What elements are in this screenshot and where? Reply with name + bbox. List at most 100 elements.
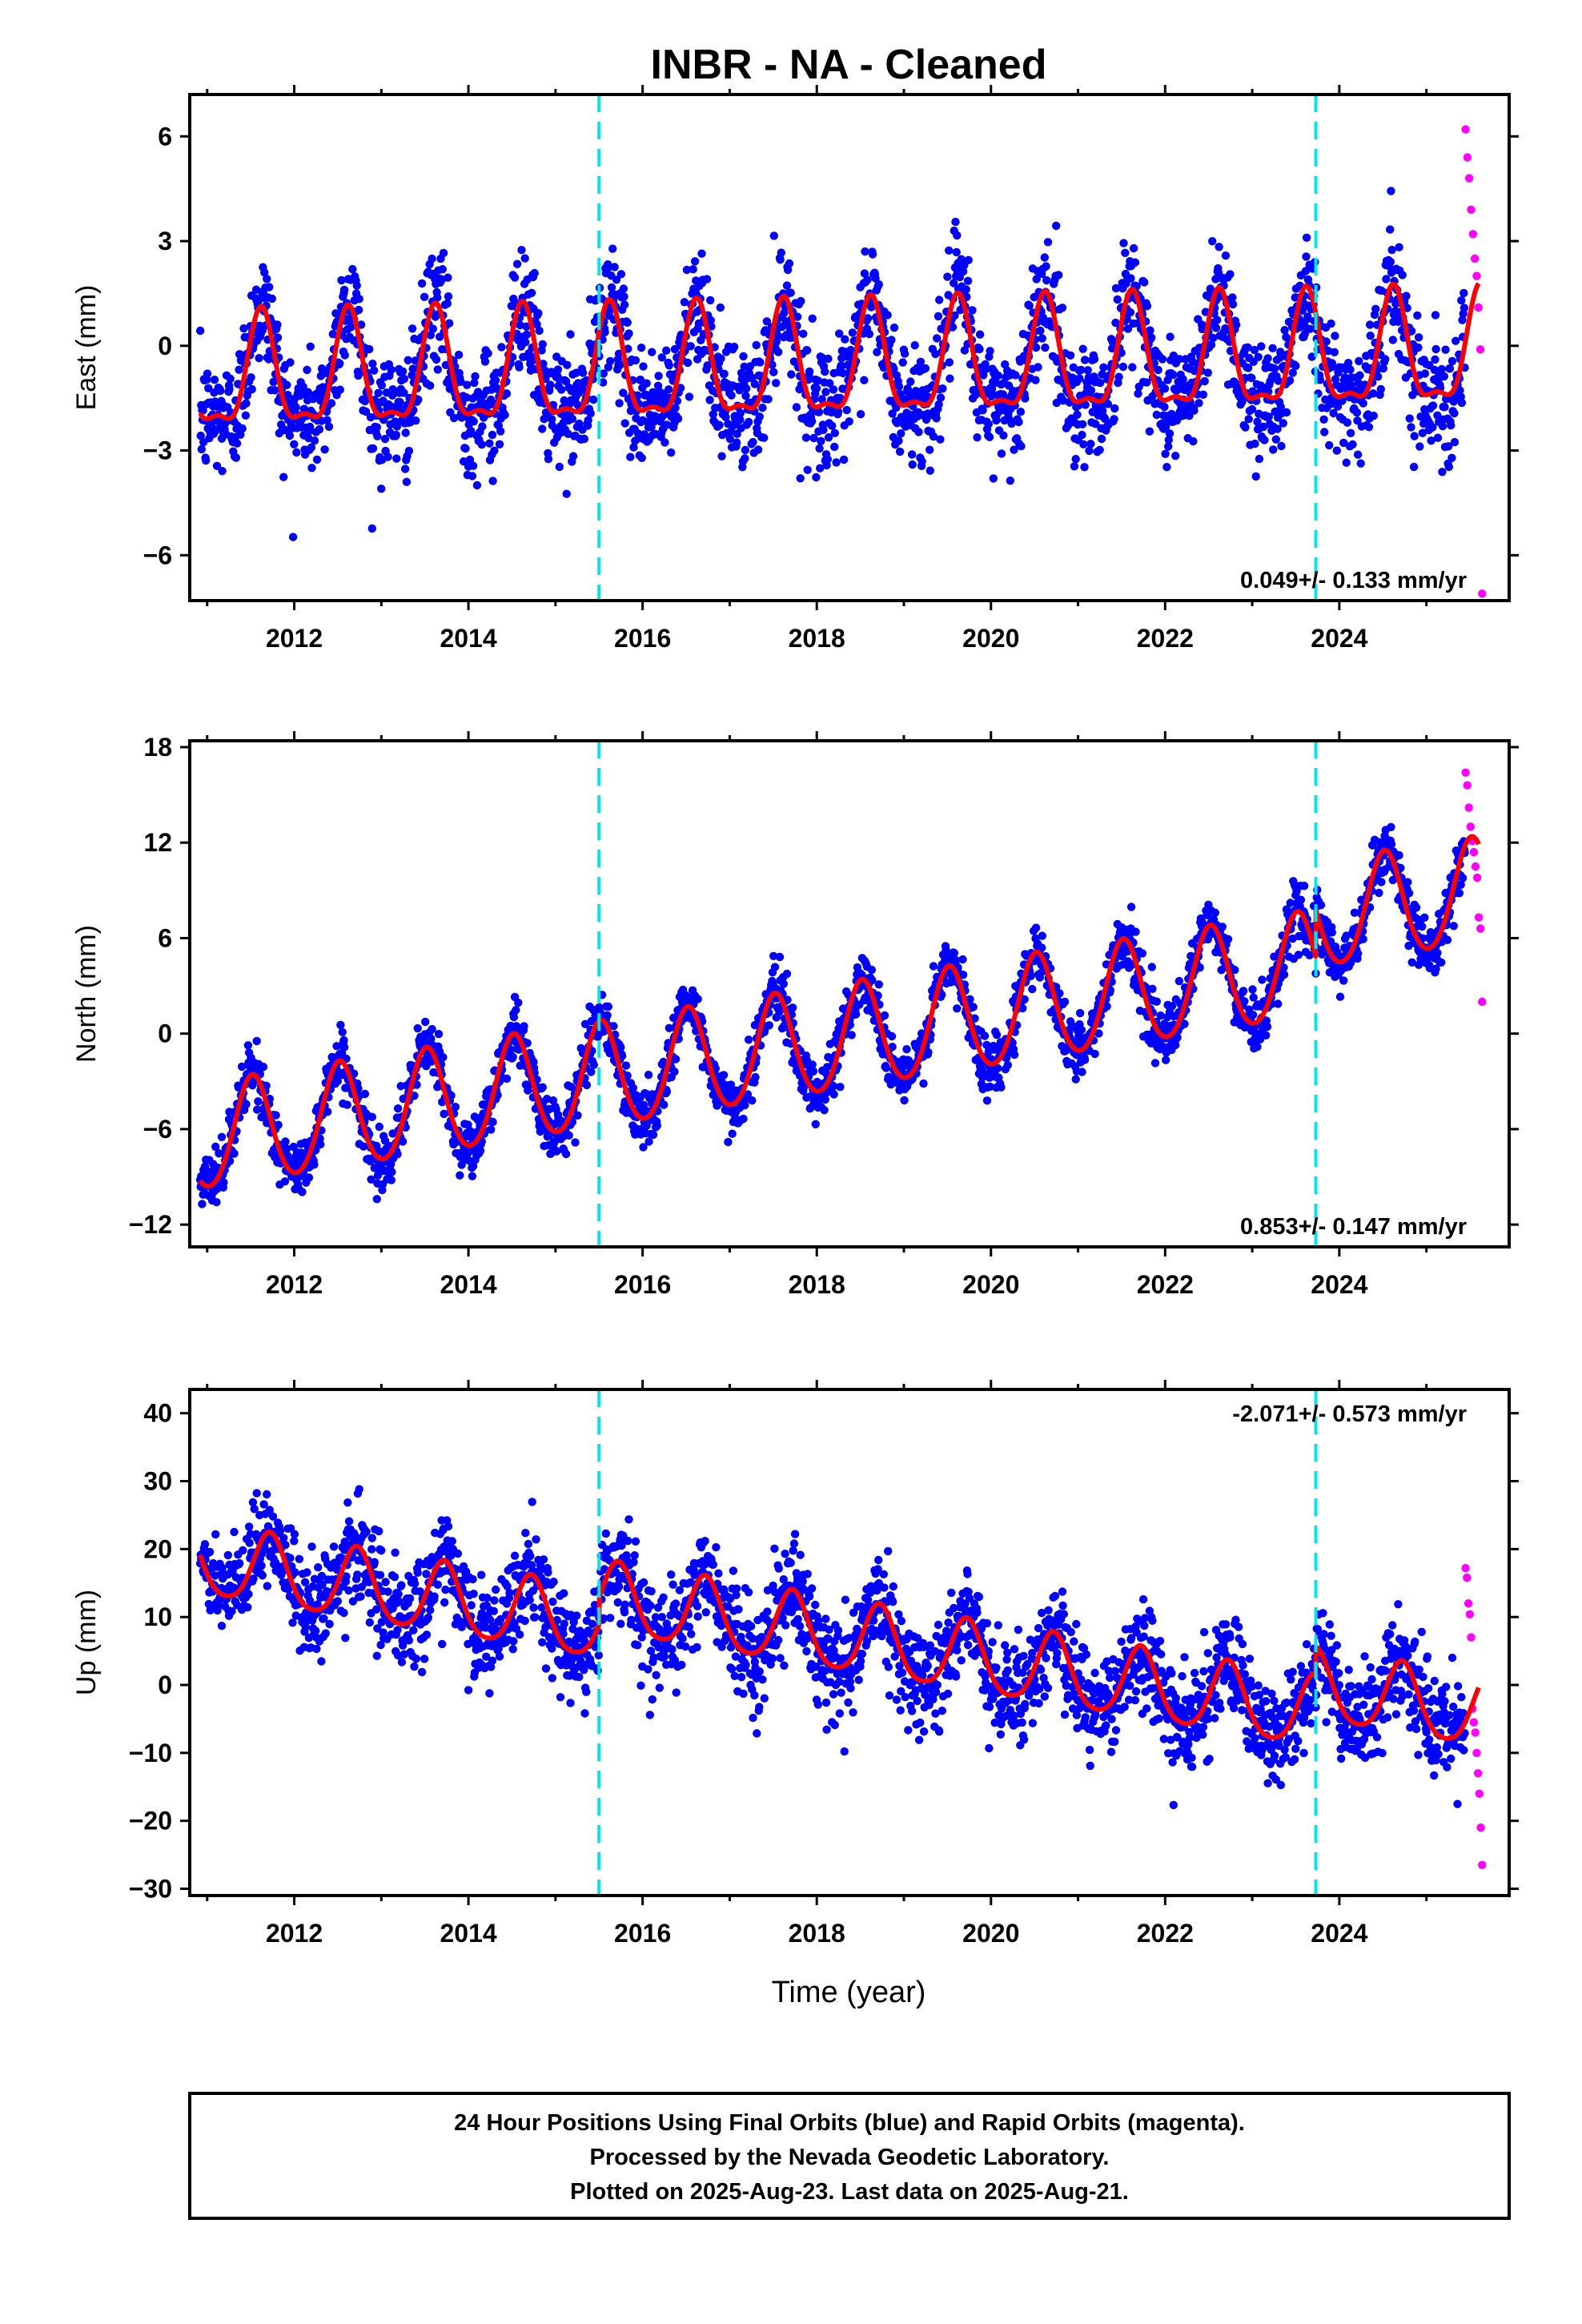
final-orbit-point [1150, 1059, 1160, 1068]
final-orbit-point [299, 382, 307, 392]
final-orbit-point [1279, 419, 1288, 428]
final-orbit-point [910, 341, 919, 350]
final-orbit-point [1445, 364, 1455, 373]
final-orbit-point [1211, 275, 1220, 283]
final-orbit-point [488, 430, 497, 440]
final-orbit-point [226, 374, 235, 384]
final-orbit-point [445, 319, 454, 328]
final-orbit-point [837, 361, 845, 370]
final-orbit-point [1353, 416, 1362, 425]
final-orbit-point [1379, 364, 1388, 373]
final-orbit-point [1439, 372, 1449, 381]
final-orbit-point [652, 1121, 661, 1130]
final-orbit-point [1339, 438, 1348, 448]
final-orbit-point [809, 1067, 818, 1076]
final-orbit-point [578, 368, 588, 377]
final-orbit-point [830, 428, 840, 437]
final-orbit-point [1081, 400, 1090, 409]
final-orbit-point [846, 345, 855, 355]
final-orbit-point [247, 373, 255, 382]
final-orbit-point [283, 391, 292, 400]
final-orbit-point [563, 360, 572, 369]
final-orbit-point [1031, 343, 1041, 352]
final-orbit-point [1250, 345, 1259, 355]
final-orbit-point [468, 1172, 477, 1180]
final-orbit-point [994, 371, 1003, 380]
final-orbit-point [1433, 411, 1442, 420]
figure-title: INBR - NA - Cleaned [651, 42, 1047, 88]
final-orbit-point [1447, 453, 1456, 462]
final-orbit-point [732, 438, 741, 447]
final-orbit-point [1402, 292, 1411, 300]
final-orbit-point [401, 428, 410, 437]
final-orbit-point [926, 466, 935, 475]
final-orbit-point [387, 365, 396, 374]
x-tick-label: 2024 [1311, 624, 1367, 653]
final-orbit-point [793, 312, 802, 321]
final-orbit-point [398, 367, 408, 376]
final-orbit-point [1352, 408, 1362, 417]
final-orbit-point [1178, 375, 1187, 384]
final-orbit-point [1006, 476, 1015, 485]
final-orbit-point [1207, 340, 1216, 349]
final-orbit-point [1298, 306, 1307, 315]
y-tick-label: −3 [143, 436, 172, 465]
final-orbit-point [1086, 440, 1095, 448]
final-orbit-point [908, 460, 917, 469]
final-orbit-point [439, 1053, 448, 1062]
final-orbit-point [1078, 344, 1087, 353]
final-orbit-point [1111, 283, 1121, 293]
final-orbit-point [347, 323, 355, 332]
final-orbit-point [532, 320, 541, 329]
final-orbit-point [792, 403, 801, 412]
final-orbit-point [412, 416, 420, 425]
final-orbit-point [683, 358, 693, 368]
final-orbit-point [856, 410, 865, 419]
final-orbit-point [917, 457, 926, 466]
final-orbit-point [349, 1069, 359, 1078]
final-orbit-point [535, 326, 544, 336]
final-orbit-point [456, 1171, 464, 1180]
final-orbit-point [997, 1083, 1006, 1092]
final-orbit-point [1218, 923, 1227, 931]
final-orbit-point [1040, 253, 1050, 262]
final-orbit-point [1017, 442, 1026, 451]
final-orbit-point [1221, 251, 1231, 260]
final-orbit-point [975, 330, 985, 339]
final-orbit-point [805, 367, 814, 376]
final-orbit-point [1320, 428, 1329, 436]
final-orbit-point [828, 421, 837, 430]
final-orbit-point [393, 1104, 403, 1113]
final-orbit-point [1043, 238, 1053, 247]
final-orbit-point [522, 330, 532, 339]
final-orbit-point [428, 1024, 436, 1034]
final-orbit-point [644, 1137, 653, 1146]
final-orbit-point [889, 364, 898, 373]
final-orbit-point [1130, 258, 1140, 267]
final-orbit-point [212, 461, 222, 470]
final-orbit-point [368, 444, 378, 453]
final-orbit-point [232, 439, 242, 448]
final-orbit-point [274, 1120, 283, 1129]
final-orbit-point [1164, 436, 1174, 444]
final-orbit-point [702, 275, 712, 283]
final-orbit-point [820, 1106, 829, 1115]
final-orbit-point [509, 294, 518, 304]
final-orbit-point [440, 1109, 448, 1119]
final-orbit-point [1248, 985, 1257, 994]
final-orbit-point [824, 433, 833, 442]
final-orbit-point [514, 998, 523, 1007]
final-orbit-point [760, 433, 769, 442]
final-orbit-point [637, 453, 646, 462]
final-orbit-point [271, 386, 279, 395]
final-orbit-point [1231, 966, 1239, 975]
final-orbit-point [400, 388, 408, 397]
final-orbit-point [887, 336, 896, 344]
final-orbit-point [782, 969, 792, 979]
final-orbit-point [1162, 1055, 1170, 1064]
final-orbit-point [391, 430, 400, 440]
final-orbit-point [1118, 362, 1128, 372]
final-orbit-point [1269, 445, 1278, 454]
final-orbit-point [623, 318, 632, 327]
final-orbit-point [367, 1112, 376, 1122]
